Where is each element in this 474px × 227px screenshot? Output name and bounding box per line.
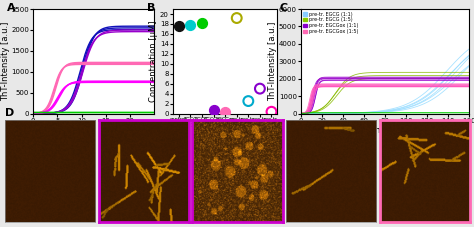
Y-axis label: Concentration [μM]: Concentration [μM]	[149, 20, 158, 102]
Point	[256, 87, 264, 90]
Point	[245, 99, 252, 103]
Point	[210, 108, 218, 111]
Point	[187, 23, 194, 27]
Point	[268, 110, 275, 114]
Text: C: C	[279, 3, 287, 13]
Y-axis label: ThT-Intensity [a.u.]: ThT-Intensity [a.u.]	[0, 22, 9, 101]
Y-axis label: ThT-Intensity [a.u.]: ThT-Intensity [a.u.]	[268, 22, 277, 101]
X-axis label: Time [h]: Time [h]	[76, 125, 111, 134]
Point	[221, 110, 229, 114]
Text: B: B	[147, 3, 155, 13]
Text: A: A	[7, 3, 15, 13]
Legend: pre-tr. EGCG (1:1), pre-tr. EGCG (1:5), pre-tr. EGCGox (1:1), pre-tr. EGCGox (1:: pre-tr. EGCG (1:1), pre-tr. EGCG (1:5), …	[303, 12, 358, 35]
Text: D: D	[5, 108, 14, 118]
Point	[198, 21, 206, 24]
Point	[233, 16, 240, 20]
Point	[175, 25, 182, 28]
X-axis label: Time [h]: Time [h]	[367, 125, 403, 134]
